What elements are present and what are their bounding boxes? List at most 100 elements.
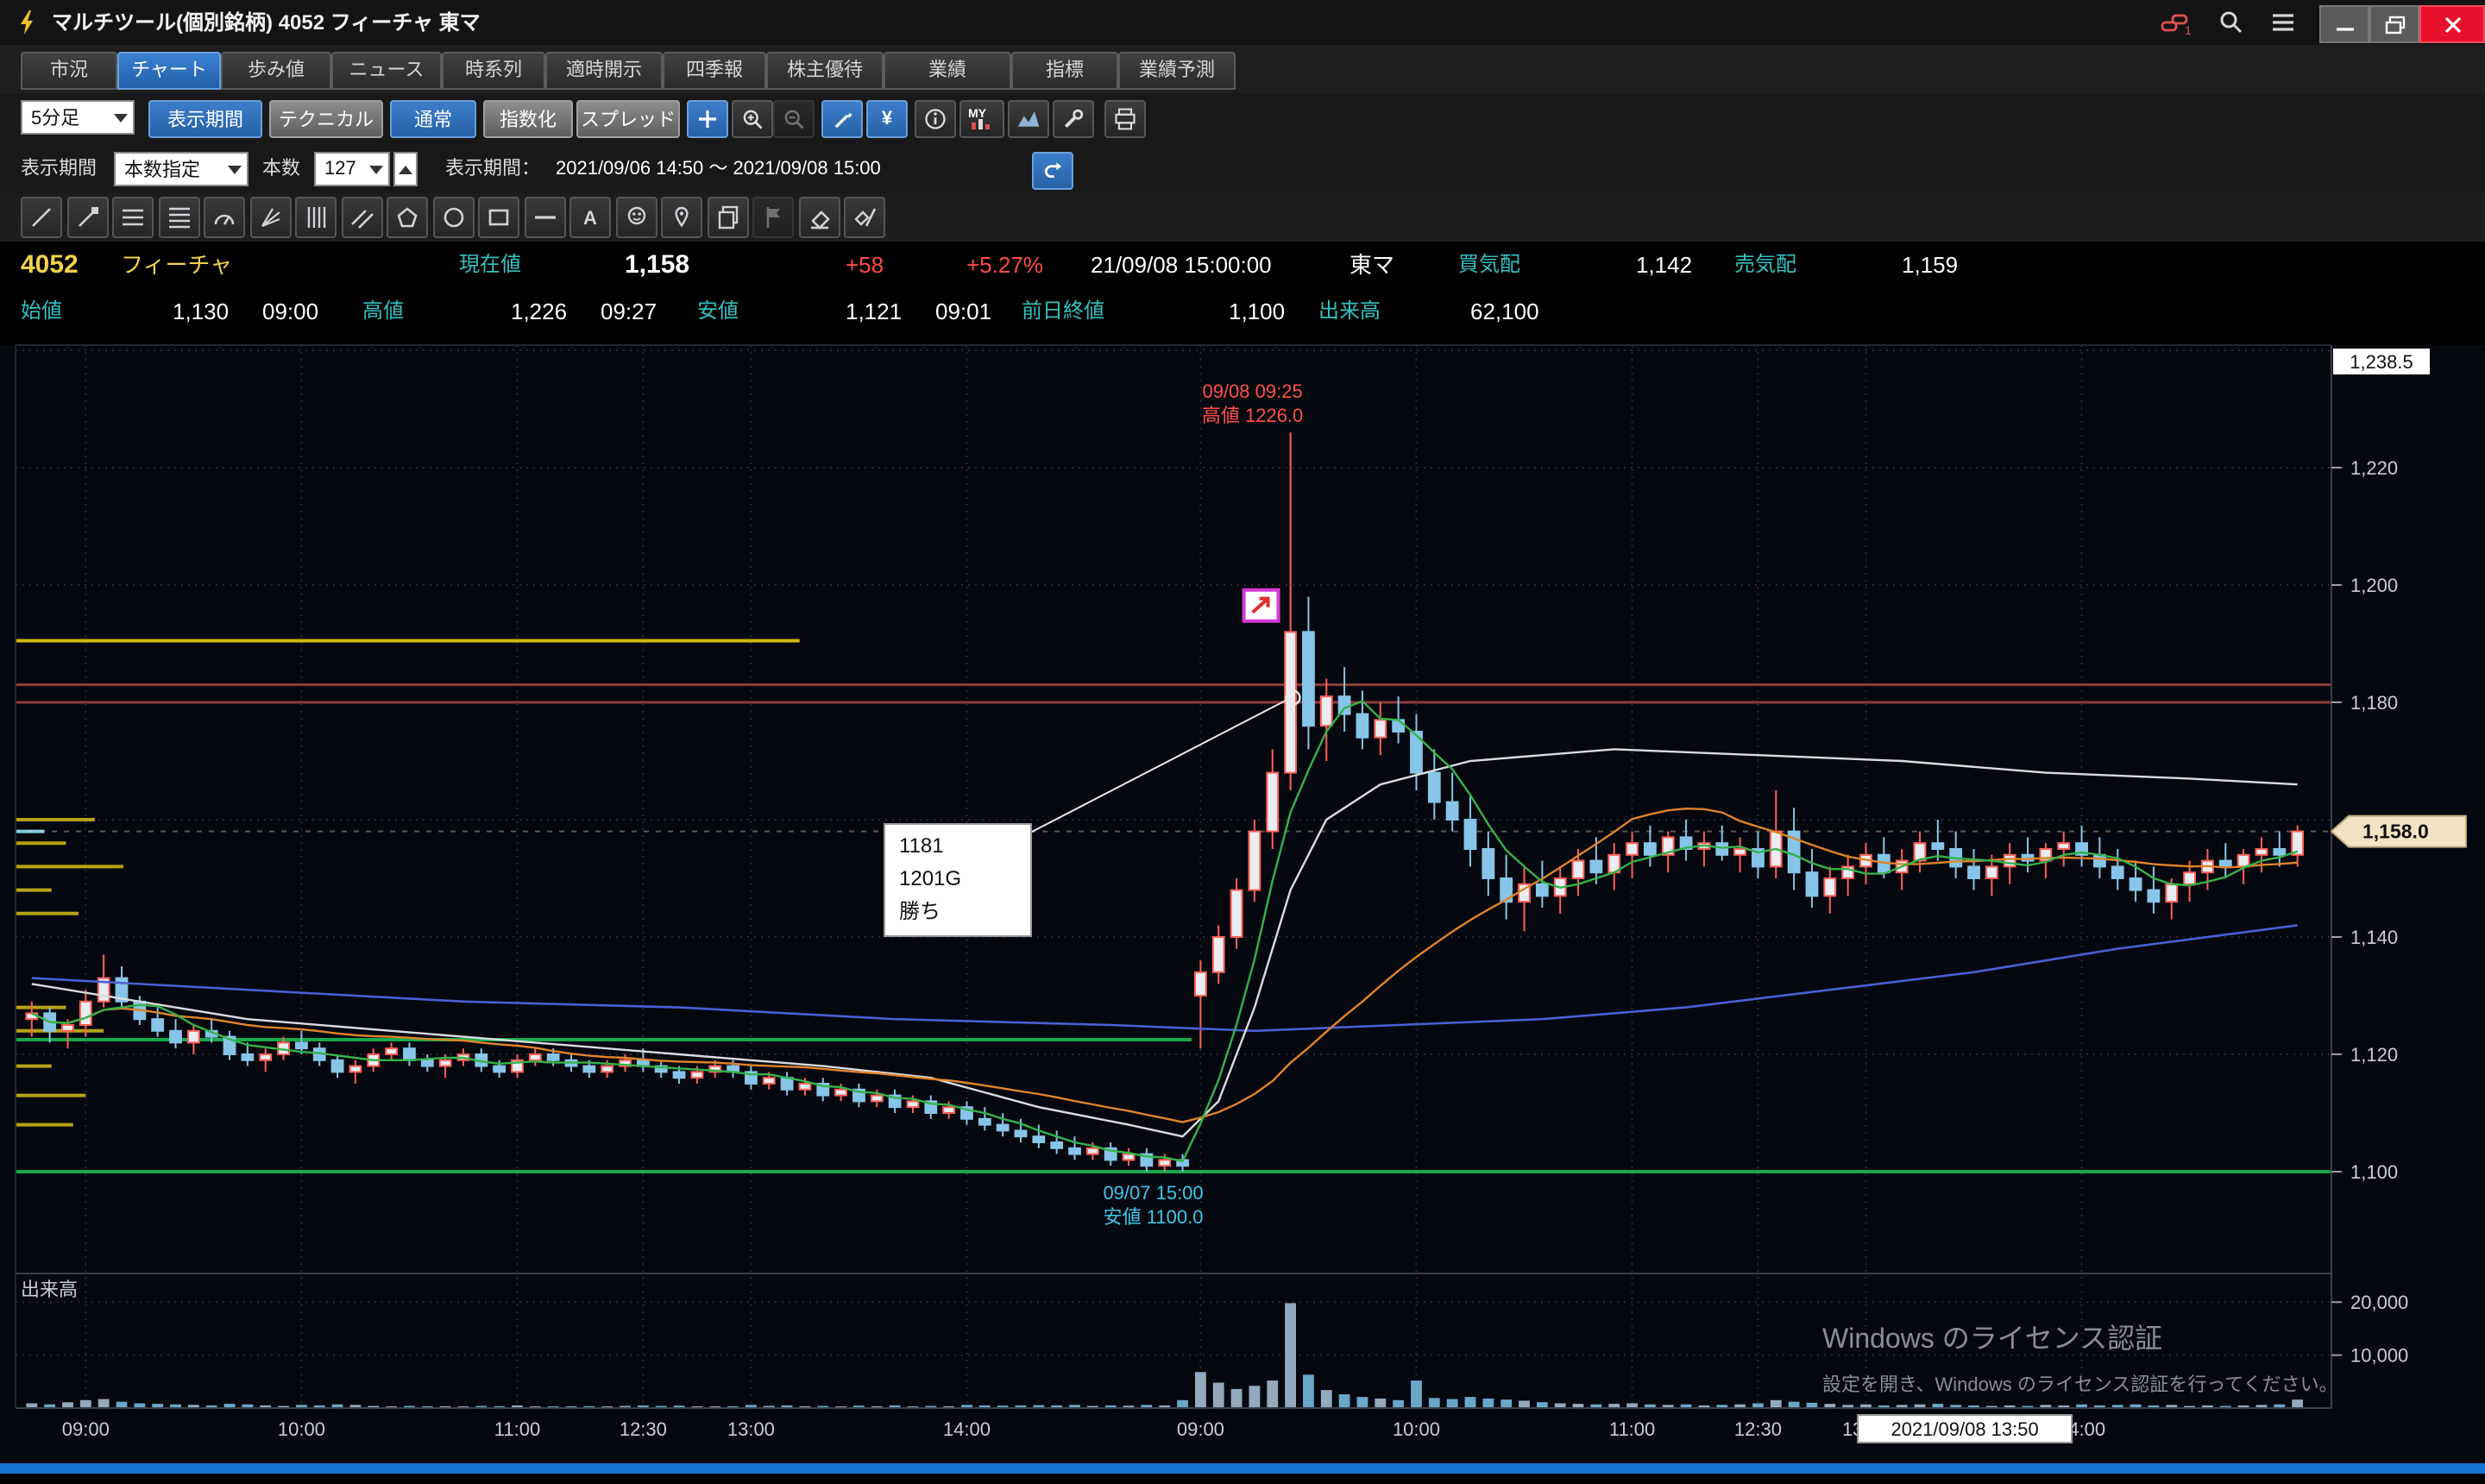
search-icon[interactable]	[2216, 9, 2247, 36]
tab-earnings[interactable]: 業績	[884, 52, 1011, 90]
info-button[interactable]	[915, 100, 956, 138]
spread-button[interactable]: スプレッド	[576, 100, 680, 138]
volume-label: 出来高	[1318, 299, 1381, 323]
open-time: 09:00	[262, 299, 319, 324]
draw-fan-button[interactable]	[249, 197, 291, 238]
svg-text:09:00: 09:00	[62, 1418, 110, 1440]
draw-ray-button[interactable]	[66, 197, 108, 238]
low-label: 安値	[697, 299, 739, 323]
draw-gauge-button[interactable]	[204, 197, 245, 238]
draw-mode-button[interactable]	[821, 100, 863, 138]
svg-text:1: 1	[2185, 23, 2192, 36]
draw-pin-button[interactable]	[661, 197, 702, 238]
tab-tick[interactable]: 歩み値	[221, 52, 331, 90]
svg-text:14:00: 14:00	[943, 1418, 991, 1440]
crosshair-plus-button[interactable]	[687, 100, 728, 138]
draw-pentagon-button[interactable]	[387, 197, 428, 238]
svg-text:13:00: 13:00	[727, 1418, 775, 1440]
high-time: 09:27	[601, 299, 657, 324]
prev-close-value: 1,100	[1229, 299, 1286, 324]
menu-icon[interactable]	[2268, 9, 2299, 36]
tooltip-line-3: 勝ち	[899, 899, 941, 924]
tab-forecast[interactable]: 業績予測	[1118, 52, 1236, 90]
zoom-out-button[interactable]	[773, 100, 815, 138]
svg-text:20,000: 20,000	[2350, 1292, 2408, 1313]
y-axis: 1,220 1,200 1,180 1,140 1,120 1,100 20,000 10,0…	[15, 344, 2408, 1409]
draw-channel-button[interactable]	[341, 197, 382, 238]
crosshair-price-box: 1,238.5	[2333, 349, 2430, 374]
draw-hlines4-button[interactable]	[158, 197, 199, 238]
period-label: 表示期間	[21, 159, 97, 179]
reset-period-button[interactable]	[1032, 152, 1073, 190]
svg-text:1,238.5: 1,238.5	[2350, 351, 2413, 373]
indexed-button[interactable]: 指数化	[483, 100, 573, 138]
current-price-value: 1,158	[625, 250, 690, 280]
count-label: 本数	[262, 159, 300, 179]
mountain-chart-icon	[1017, 111, 1040, 127]
display-period-button[interactable]: 表示期間	[148, 100, 262, 138]
trade-marker[interactable]	[1242, 588, 1280, 623]
svg-text:安値 1100.0: 安値 1100.0	[1104, 1206, 1204, 1228]
close-button[interactable]	[2419, 5, 2485, 43]
svg-text:10:00: 10:00	[278, 1418, 325, 1440]
ask-value: 1,159	[1902, 252, 1959, 278]
quote-row-2: 始値 1,130 09:00 高値 1,226 09:27 安値 1,121 0…	[0, 288, 2485, 335]
chevron-down-icon	[228, 165, 242, 173]
draw-flag-button[interactable]	[752, 197, 794, 238]
svg-text:2021/09/08 13:50: 2021/09/08 13:50	[1890, 1418, 2038, 1440]
current-price-tag: 1,158.0	[2330, 814, 2467, 848]
draw-hline-button[interactable]	[524, 197, 565, 238]
candles	[25, 432, 2305, 1172]
svg-text:09/08 09:25: 09/08 09:25	[1202, 380, 1302, 402]
draw-hlines3-button[interactable]	[112, 197, 154, 238]
maximize-button[interactable]	[2369, 5, 2419, 43]
minimize-button[interactable]	[2319, 5, 2369, 43]
minimize-icon	[2336, 28, 2353, 31]
bottom-accent-bar	[0, 1463, 2485, 1474]
svg-text:1,158.0: 1,158.0	[2362, 821, 2429, 843]
zoom-in-button[interactable]	[732, 100, 773, 138]
draw-vlines-button[interactable]	[295, 197, 337, 238]
draw-eraser-all-button[interactable]	[844, 197, 885, 238]
drawing-toolbar: A	[0, 193, 2485, 243]
tab-news[interactable]: ニュース	[331, 52, 442, 90]
tab-shikiho[interactable]: 四季報	[663, 52, 766, 90]
prev-close-label: 前日終値	[1022, 299, 1105, 323]
link-icon[interactable]: 1	[2161, 9, 2192, 36]
tab-indicators[interactable]: 指標	[1011, 52, 1118, 90]
draw-text-button[interactable]: A	[569, 197, 611, 238]
my-chart-button[interactable]: MY	[959, 100, 1004, 138]
quote-row-1: 4052 フィーチャ 現在値 1,158 +58 +5.27% 21/09/08…	[0, 242, 2485, 288]
technical-button[interactable]: テクニカル	[269, 100, 383, 138]
draw-trendline-button[interactable]	[21, 197, 62, 238]
area-chart-button[interactable]	[1008, 100, 1049, 138]
range-label: 表示期間：	[445, 159, 540, 179]
tab-benefit[interactable]: 株主優待	[766, 52, 884, 90]
svg-text:11:00: 11:00	[1609, 1418, 1655, 1440]
current-price-label: 現在値	[459, 252, 522, 276]
draw-rectangle-button[interactable]	[478, 197, 519, 238]
timeframe-select[interactable]: 5分足	[21, 100, 135, 135]
chevron-down-icon	[114, 113, 128, 122]
draw-copy-button[interactable]	[707, 197, 748, 238]
bar-count-input[interactable]: 127	[314, 152, 390, 186]
svg-text:出来高: 出来高	[21, 1279, 78, 1300]
print-button[interactable]	[1104, 100, 1146, 138]
count-up-button[interactable]	[393, 152, 418, 186]
svg-text:12:30: 12:30	[1734, 1418, 1782, 1440]
draw-stamp-icon-button[interactable]	[615, 197, 657, 238]
tab-chart[interactable]: チャート	[117, 52, 221, 90]
draw-eraser-button[interactable]	[798, 197, 840, 238]
draw-circle-button[interactable]	[432, 197, 474, 238]
tab-market[interactable]: 市況	[21, 52, 117, 90]
tab-timeseries[interactable]: 時系列	[442, 52, 545, 90]
period-mode-select[interactable]: 本数指定	[114, 152, 248, 186]
settings-button[interactable]	[1053, 100, 1094, 138]
normal-button[interactable]: 通常	[390, 100, 476, 138]
svg-text:10,000: 10,000	[2350, 1345, 2408, 1367]
tab-disclosure[interactable]: 適時開示	[545, 52, 663, 90]
yen-display-button[interactable]: ¥	[866, 100, 908, 138]
